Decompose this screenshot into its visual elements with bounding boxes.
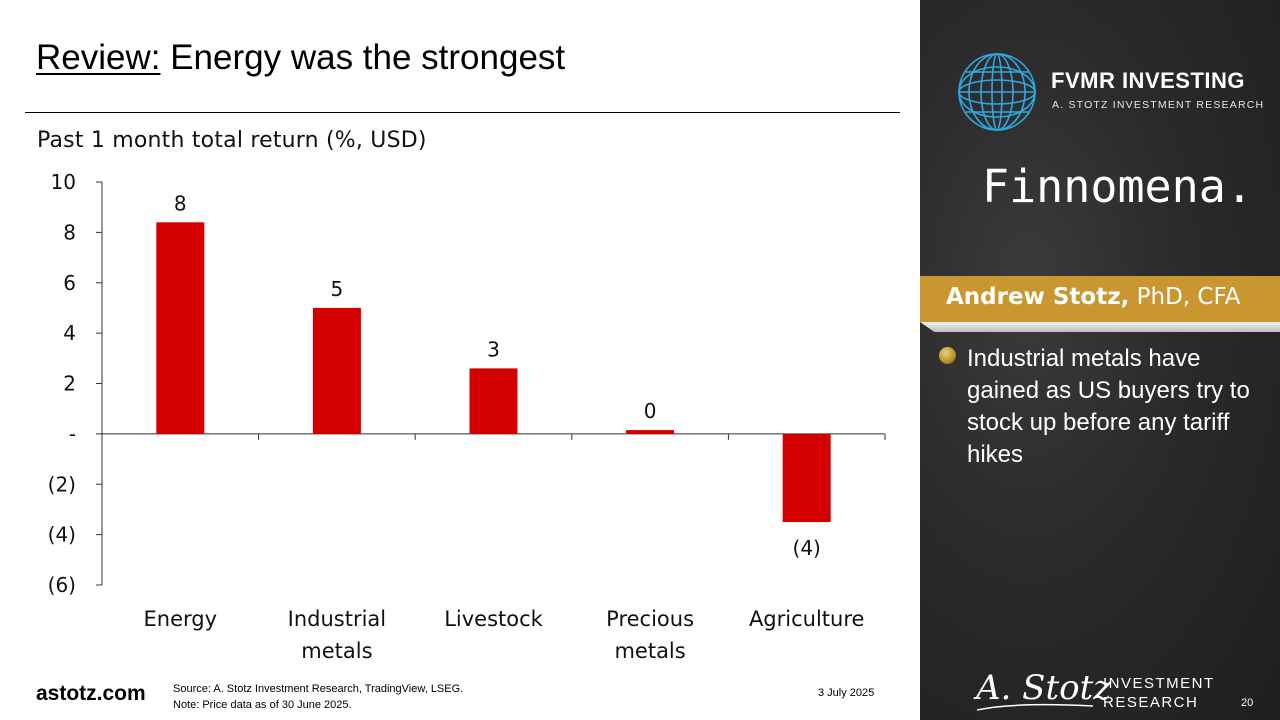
title-prefix: Review: (36, 38, 161, 77)
bar (312, 307, 361, 434)
footer-note: Note: Price data as of 30 June 2025. (173, 699, 352, 711)
bullet-icon (939, 347, 956, 364)
x-tick-label: metals (301, 639, 372, 663)
footer-site[interactable]: astotz.com (36, 682, 146, 705)
sidebar-panel (920, 0, 1280, 720)
slide-content: Review: Energy was the strongest Past 1 … (25, 38, 900, 713)
bar (782, 433, 831, 523)
partner-logo: Finnomena. (982, 160, 1253, 213)
ir-line-2: RESEARCH (1103, 694, 1199, 711)
y-tick-label: 8 (63, 220, 76, 244)
y-tick-label: (6) (48, 573, 76, 597)
bar (156, 222, 205, 434)
data-label: 3 (487, 337, 500, 361)
presenter-credentials: PhD, CFA (1129, 284, 1241, 310)
y-tick-label: (4) (48, 523, 76, 547)
bar (469, 368, 518, 434)
signature-logo: A. Stotz (976, 668, 1112, 708)
x-tick-label: Agriculture (749, 607, 865, 631)
ir-line-1: INVESTMENT (1103, 675, 1215, 692)
x-tick-label: Precious (606, 607, 694, 631)
y-tick-label: (2) (48, 472, 76, 496)
bar-chart: 10 8 6 4 2 - (2) (4) (6) 8 Energy 5 Industrial metals… (48, 170, 886, 663)
footer-source: Source: A. Stotz Investment Research, Tr… (173, 683, 464, 695)
slide-date: 3 July 2025 (818, 687, 875, 699)
bar (626, 430, 675, 434)
presenter-name-bold: Andrew Stotz, (946, 284, 1130, 310)
brand-subtitle: A. STOTZ INVESTMENT RESEARCH (1052, 99, 1265, 111)
signature-swoosh-icon (976, 703, 1094, 711)
page-number: 20 (1241, 697, 1254, 709)
y-tick-label: 4 (63, 321, 76, 345)
x-tick-label: Industrial (288, 607, 387, 631)
title-rest: Energy was the strongest (160, 38, 566, 77)
data-label: 0 (644, 399, 657, 423)
title-divider (25, 112, 900, 113)
y-tick-label: 10 (51, 170, 76, 194)
x-tick-label: Energy (144, 607, 218, 631)
data-label: (4) (793, 536, 821, 560)
presenter-band-shadow (920, 322, 1280, 332)
y-tick-label: 6 (63, 271, 76, 295)
commentary-bullet: Industrial metals have gained as US buye… (967, 345, 1250, 468)
data-label: 8 (174, 191, 187, 215)
x-tick-label: metals (614, 639, 685, 663)
x-tick-label: Livestock (444, 607, 543, 631)
brand-name: FVMR INVESTING (1051, 68, 1246, 93)
chart-title: Past 1 month total return (%, USD) (37, 128, 427, 153)
y-tick-label: - (69, 422, 76, 446)
globe-icon (958, 53, 1036, 131)
footer-source-block: Source: A. Stotz Investment Research, Tr… (173, 681, 463, 713)
presenter-band (920, 276, 1280, 322)
data-label: 5 (331, 277, 344, 301)
investment-research-label: INVESTMENT RESEARCH (1103, 674, 1215, 712)
presenter-name: Andrew Stotz, PhD, CFA (946, 284, 1240, 310)
y-tick-label: 2 (63, 372, 76, 396)
page-title: Review: Energy was the strongest (36, 38, 565, 78)
